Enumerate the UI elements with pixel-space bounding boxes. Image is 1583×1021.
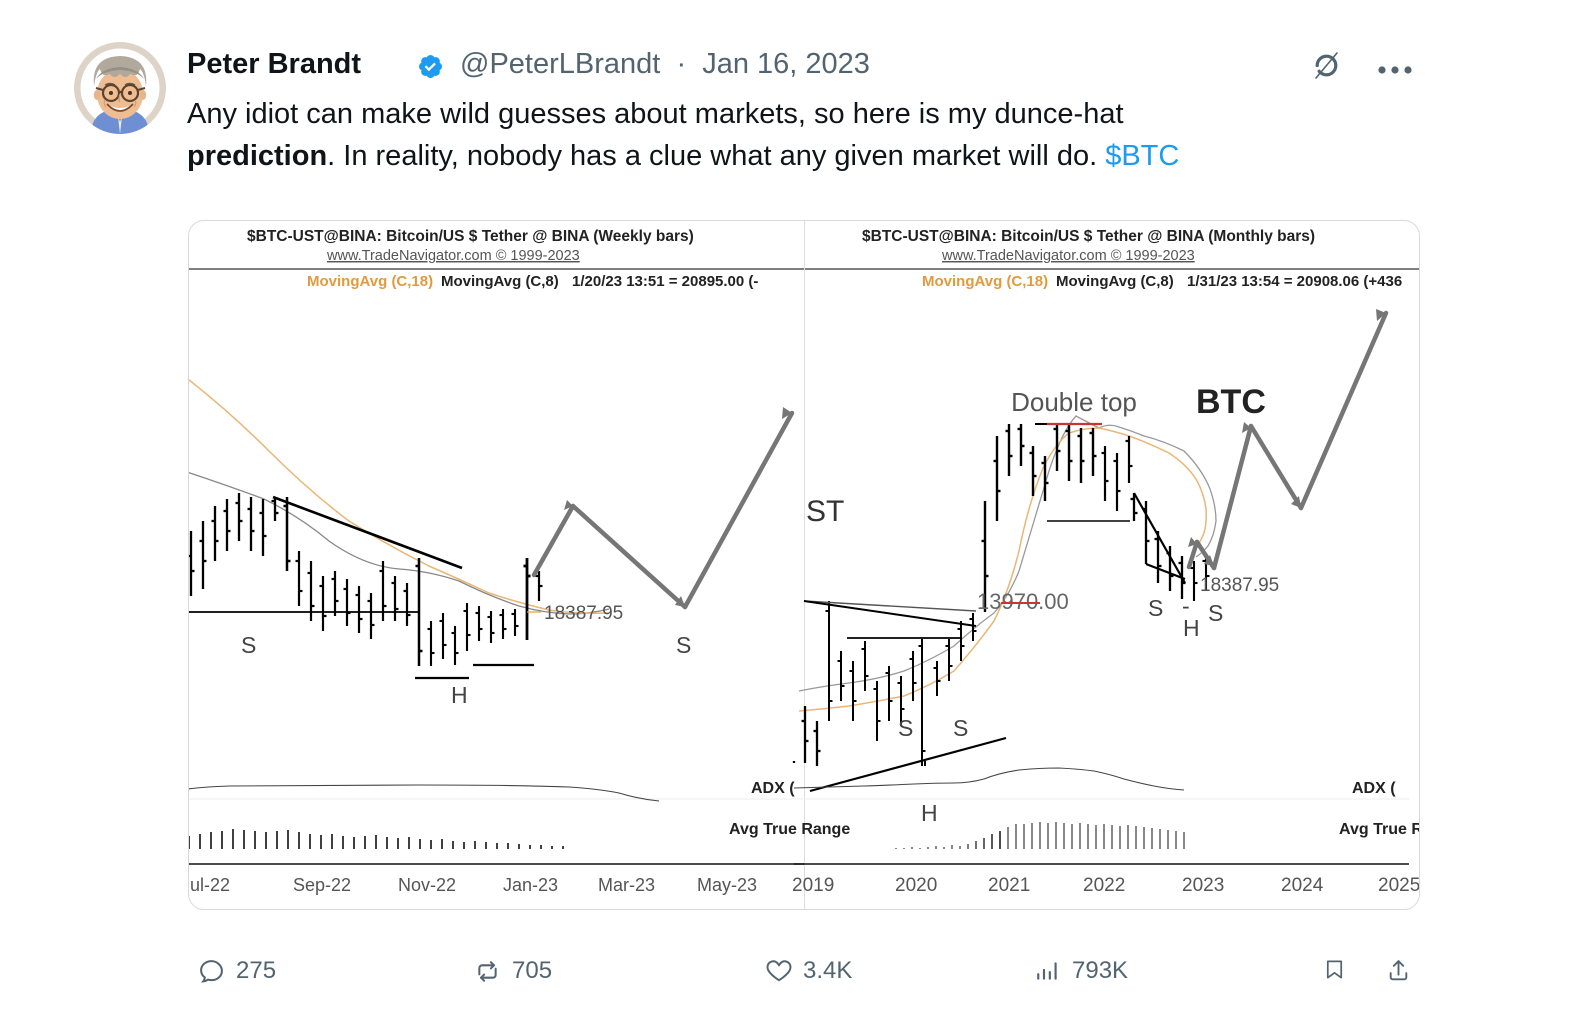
svg-text:Avg True Range: Avg True Range	[729, 821, 850, 838]
svg-text:Mar-23: Mar-23	[598, 875, 655, 895]
svg-text:ST: ST	[806, 495, 844, 528]
svg-text:MovingAvg (C,8): MovingAvg (C,8)	[441, 273, 559, 290]
svg-text:MovingAvg (C,18): MovingAvg (C,18)	[922, 273, 1048, 290]
svg-text:MovingAvg (C,18): MovingAvg (C,18)	[307, 273, 433, 290]
svg-text:MovingAvg (C,8): MovingAvg (C,8)	[1056, 273, 1174, 290]
svg-text:Avg True Range: Avg True Range	[1339, 821, 1419, 838]
svg-text:2025: 2025	[1378, 875, 1419, 896]
svg-text:Nov-22: Nov-22	[398, 875, 456, 895]
svg-text:www.TradeNavigator.com © 1999-: www.TradeNavigator.com © 1999-2023	[326, 248, 580, 264]
svg-text:2020: 2020	[895, 875, 937, 896]
svg-text:2019: 2019	[792, 875, 834, 896]
svg-text:S: S	[1148, 595, 1163, 621]
svg-text:13970.00: 13970.00	[977, 589, 1069, 614]
svg-text:H: H	[921, 800, 938, 826]
svg-text:BTC: BTC	[1196, 383, 1266, 421]
svg-text:2021: 2021	[988, 875, 1030, 896]
svg-text:S: S	[676, 632, 691, 658]
svg-text:Double top: Double top	[1011, 387, 1137, 417]
svg-text:18387.95: 18387.95	[1200, 575, 1279, 596]
svg-text:ADX (: ADX (	[751, 780, 795, 797]
svg-text:$BTC-UST@BINA: Bitcoin/US $ T: $BTC-UST@BINA: Bitcoin/US $ Tether @ BIN…	[862, 228, 1315, 245]
svg-text:2023: 2023	[1182, 875, 1224, 896]
svg-text:H: H	[1183, 615, 1200, 641]
svg-text:S: S	[898, 715, 913, 741]
svg-text:18387.95: 18387.95	[544, 603, 623, 624]
svg-text:May-23: May-23	[697, 875, 757, 895]
svg-text:Jan-23: Jan-23	[503, 875, 558, 895]
svg-text:2022: 2022	[1083, 875, 1125, 896]
svg-text:Sep-22: Sep-22	[293, 875, 351, 895]
svg-text:1/31/23 13:54 = 20908.06 (+436: 1/31/23 13:54 = 20908.06 (+436	[1187, 273, 1402, 290]
svg-text:www.TradeNavigator.com © 1999-: www.TradeNavigator.com © 1999-2023	[941, 248, 1195, 264]
svg-text:ADX (: ADX (	[1352, 780, 1396, 797]
svg-text:$BTC-UST@BINA: Bitcoin/US $ T: $BTC-UST@BINA: Bitcoin/US $ Tether @ BIN…	[247, 228, 694, 245]
svg-text:S: S	[241, 632, 256, 658]
svg-text:H: H	[451, 682, 468, 708]
svg-text:1/20/23 13:51 = 20895.00 (-: 1/20/23 13:51 = 20895.00 (-	[572, 273, 758, 290]
svg-text:S: S	[1208, 600, 1223, 626]
svg-text:S: S	[953, 715, 968, 741]
svg-text:2024: 2024	[1281, 875, 1324, 896]
svg-text:Jul-22: Jul-22	[189, 875, 230, 895]
